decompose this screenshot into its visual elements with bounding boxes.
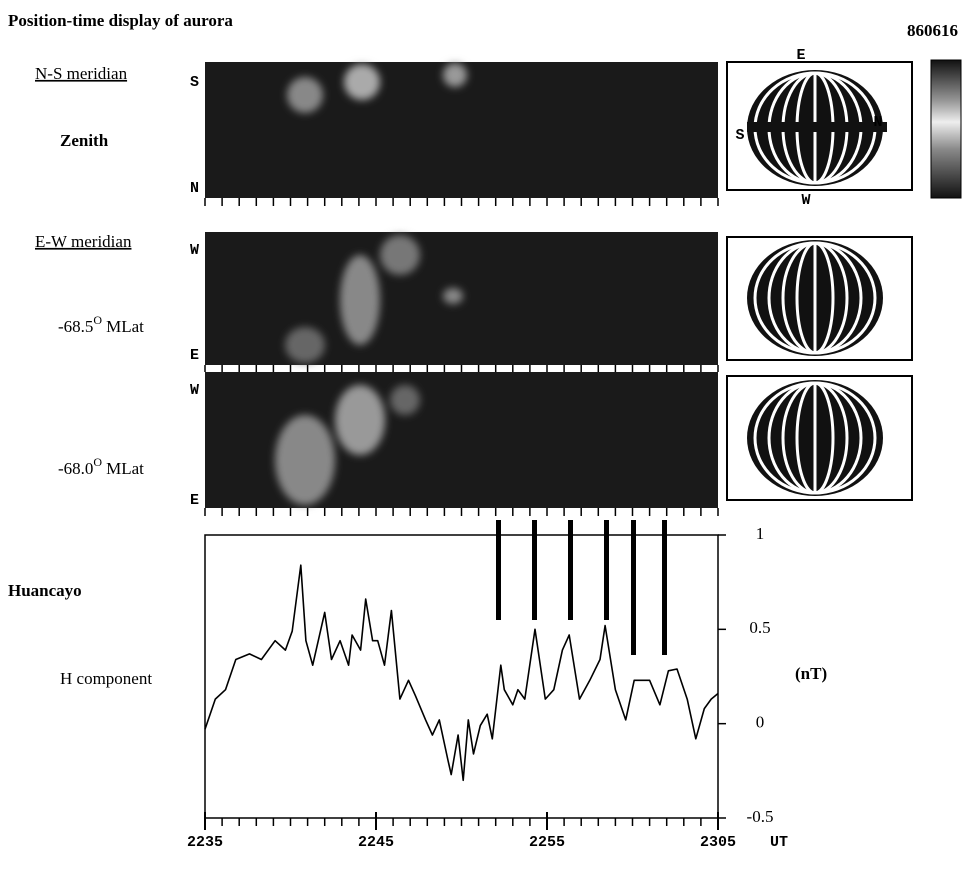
color-bar xyxy=(930,59,962,199)
latitude: -68.0O MLat xyxy=(58,455,144,478)
dir-label: S xyxy=(735,127,744,144)
aurora xyxy=(275,385,420,505)
edge-label: E xyxy=(190,492,199,509)
title: Position-time display of aurora xyxy=(8,11,233,30)
panel-label: E-W meridian xyxy=(35,232,132,251)
panel-subtitle: Zenith xyxy=(60,131,109,150)
x-unit: UT xyxy=(770,834,788,851)
plot-frame xyxy=(204,534,719,819)
edge-label: W xyxy=(190,382,199,399)
x-tick-label: 2235 xyxy=(187,834,223,851)
dir-label: N xyxy=(873,114,882,131)
edge-label: S xyxy=(190,74,199,91)
h-component-line xyxy=(204,564,719,782)
chart-title: Huancayo xyxy=(8,581,82,600)
edge-label: E xyxy=(190,347,199,364)
date-code: 860616 xyxy=(907,21,958,40)
dir-label: W xyxy=(801,192,810,209)
y-tick-label: 0 xyxy=(756,713,765,732)
latitude: -68.5O MLat xyxy=(58,313,144,336)
y-tick-label: -0.5 xyxy=(747,807,774,826)
allsky-band xyxy=(747,122,887,132)
pulse-markers xyxy=(496,520,667,655)
y-tick-label: 0.5 xyxy=(749,618,770,637)
y-tick-label: 1 xyxy=(756,524,765,543)
y-unit: (nT) xyxy=(795,664,827,683)
dir-label: E xyxy=(796,47,805,64)
panel-label: N-S meridian xyxy=(35,64,128,83)
x-tick-label: 2305 xyxy=(700,834,736,851)
x-tick-label: 2245 xyxy=(358,834,394,851)
chart-subtitle: H component xyxy=(60,669,152,688)
allsky-image xyxy=(745,378,885,498)
aurora xyxy=(287,63,467,113)
x-tick-label: 2255 xyxy=(529,834,565,851)
edge-label: N xyxy=(190,180,199,197)
aurora xyxy=(285,235,463,363)
edge-label: W xyxy=(190,242,199,259)
allsky-image xyxy=(745,238,885,358)
